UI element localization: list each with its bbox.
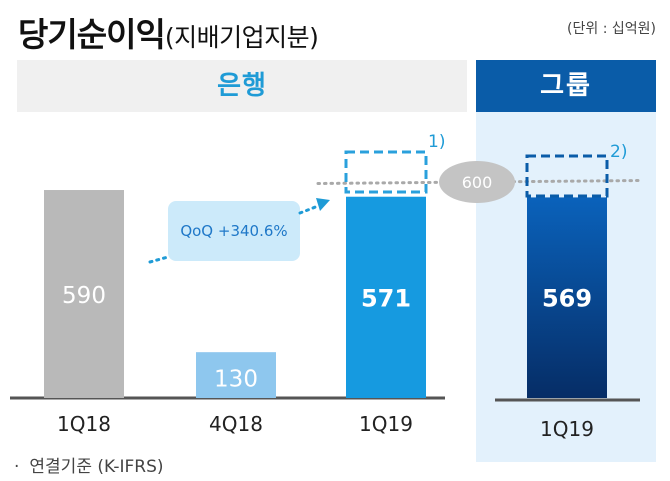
bank-section-band [17,60,467,112]
bar-1q18 [44,190,124,398]
chart-title: 당기순이익(지배기업지분) [18,8,319,56]
qoq-callout-box [168,201,300,261]
chart-title-sub: (지배기업지분) [164,23,319,52]
growth-arrow-tail [148,255,170,264]
group-section-band [476,60,656,112]
data-label-1q18: 590 [62,283,106,309]
tick-label-1q18: 1Q18 [57,412,111,436]
qoq-callout-text: QoQ +340.6% [180,222,287,240]
tick-label-4q18: 4Q18 [209,412,263,436]
bar-bank-1q19 [346,196,426,398]
footnote-bullet: · [14,457,20,477]
bar-4q18 [196,352,276,398]
footnote-text: 연결기준 (K-IFRS) [29,457,164,477]
reference-value-label: 600 [462,173,493,192]
data-label-4q18: 130 [214,366,258,392]
data-label-bank-1q19: 571 [361,284,411,312]
tick-label-bank-1q19: 1Q19 [359,412,413,436]
reference-badge [439,161,515,203]
unit-note: (단위 : 십억원) [567,21,656,37]
footnote-marker-1: 1) [428,132,445,152]
data-label-group-1q19: 569 [542,285,592,313]
growth-arrow-shaft [298,204,320,215]
tick-label-group-1q19: 1Q19 [540,417,594,441]
group-target-box [525,154,609,198]
bar-group-1q19 [527,197,607,398]
bank-target-box [344,150,428,194]
chart-title-main: 당기순이익 [18,15,166,54]
footnote-marker-2: 2) [610,142,627,162]
group-section-label: 그룹 [540,71,592,101]
footnote: · 연결기준 (K-IFRS) [14,452,164,477]
growth-arrow-head [316,198,330,211]
bank-section-label: 은행 [217,71,267,101]
